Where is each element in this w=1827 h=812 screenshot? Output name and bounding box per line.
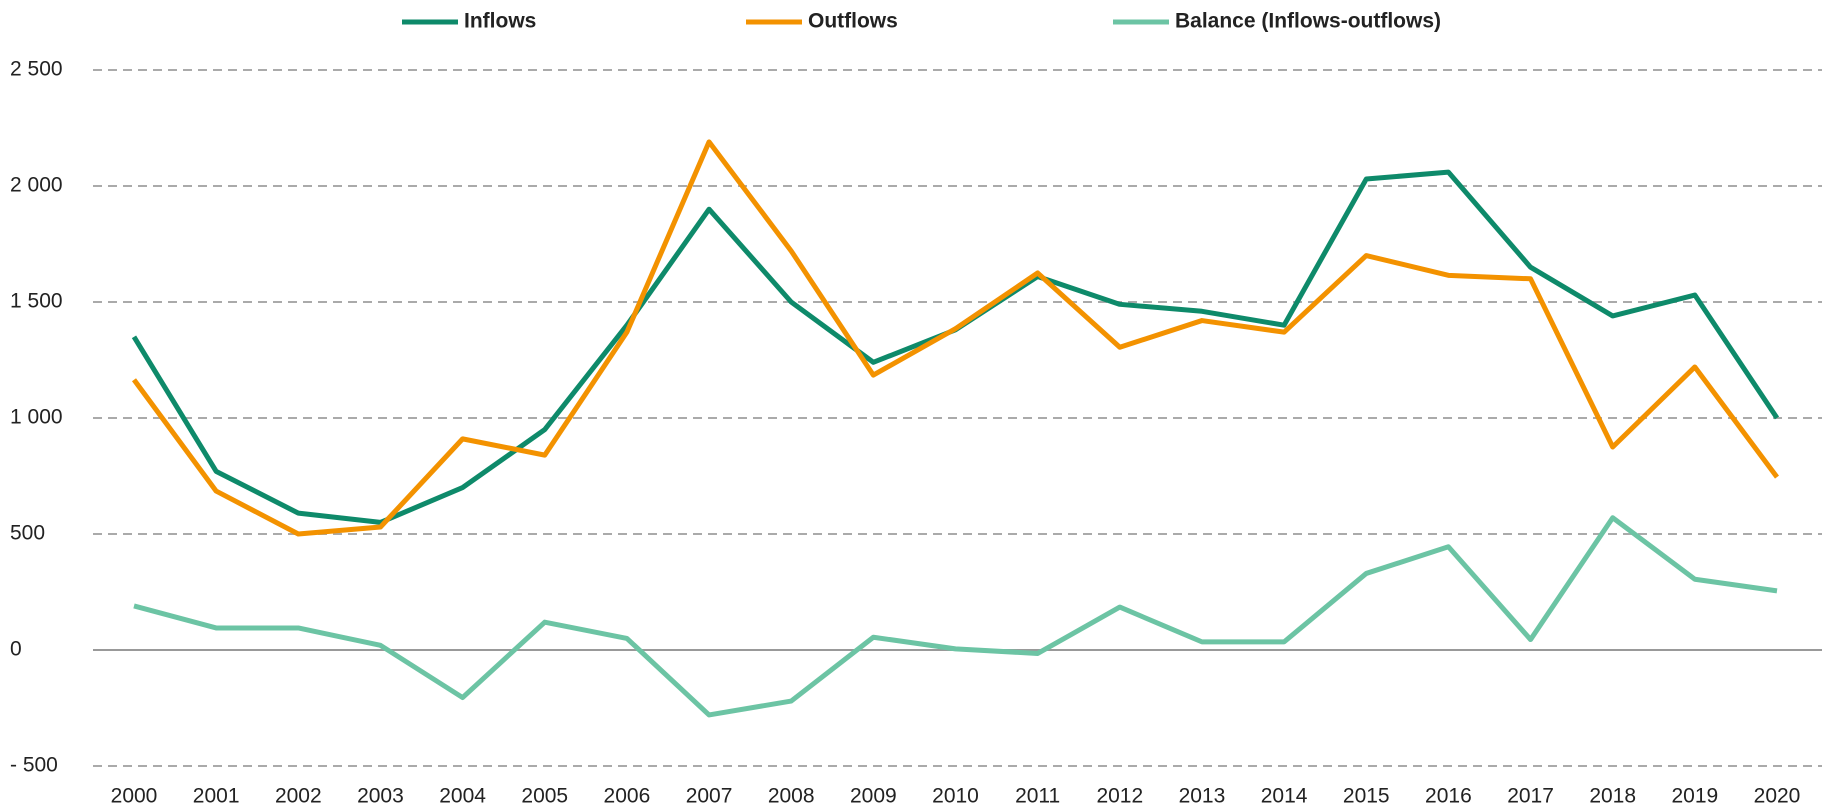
y-tick-label: 2 500 xyxy=(10,58,63,81)
y-tick-label: 1 000 xyxy=(10,406,63,429)
x-tick-label: 2007 xyxy=(686,785,733,808)
y-tick-label: - 500 xyxy=(10,754,58,777)
x-tick-label: 2011 xyxy=(1015,785,1060,808)
x-tick-label: 2019 xyxy=(1671,785,1718,808)
x-tick-label: 2006 xyxy=(604,785,651,808)
x-tick-label: 2020 xyxy=(1754,785,1801,808)
series-line xyxy=(133,515,1778,718)
x-tick-label: 2005 xyxy=(521,785,568,808)
y-tick-label: 500 xyxy=(10,522,45,545)
x-tick-label: 2000 xyxy=(111,785,158,808)
x-tick-label: 2004 xyxy=(439,785,486,808)
x-tick-label: 2008 xyxy=(768,785,815,808)
legend-label: Outflows xyxy=(808,10,898,33)
x-tick-label: 2009 xyxy=(850,785,897,808)
legend-label: Inflows xyxy=(464,10,536,33)
legend-label: Balance (Inflows-outflows) xyxy=(1175,10,1441,33)
x-tick-label: 2001 xyxy=(193,785,240,808)
y-tick-label: 1 500 xyxy=(10,290,63,313)
y-tick-label: 2 000 xyxy=(10,174,63,197)
x-tick-label: 2014 xyxy=(1261,785,1308,808)
series-line xyxy=(131,169,1780,525)
x-tick-label: 2002 xyxy=(275,785,322,808)
series-line xyxy=(131,139,1780,537)
x-tick-label: 2010 xyxy=(932,785,979,808)
x-tick-label: 2016 xyxy=(1425,785,1472,808)
x-tick-label: 2003 xyxy=(357,785,404,808)
x-tick-label: 2015 xyxy=(1343,785,1390,808)
x-tick-label: 2012 xyxy=(1096,785,1143,808)
x-tick-label: 2017 xyxy=(1507,785,1554,808)
x-tick-label: 2018 xyxy=(1589,785,1636,808)
y-tick-label: 0 xyxy=(10,638,22,661)
x-tick-label: 2013 xyxy=(1179,785,1226,808)
legend: Inflows Outflows Balance (Inflows-outflows… xyxy=(402,10,1441,33)
